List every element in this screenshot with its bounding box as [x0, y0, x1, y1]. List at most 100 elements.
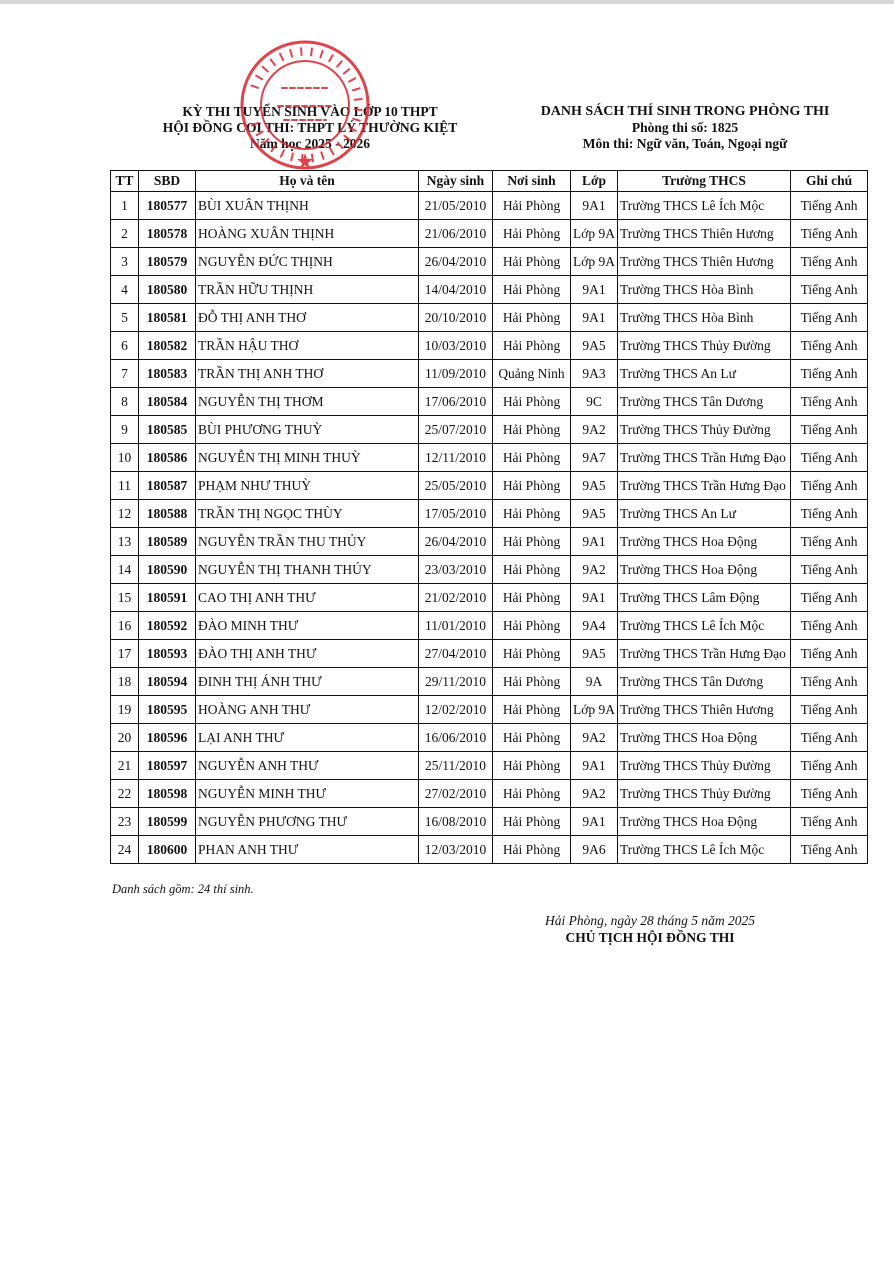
cell-note: Tiếng Anh	[790, 723, 869, 752]
cell-sbd: 180581	[138, 303, 196, 332]
cell-tt: 9	[110, 415, 139, 444]
cell-birth-place: Hải Phòng	[492, 807, 571, 836]
cell-school: Trường THCS Thủy Đường	[617, 331, 792, 360]
cell-school: Trường THCS Hoa Động	[617, 723, 792, 752]
cell-tt: 7	[110, 359, 139, 388]
table-row: 2 180578 HOÀNG XUÂN THỊNH 21/06/2010 Hải Phò…	[110, 219, 869, 248]
cell-sbd: 180597	[138, 751, 196, 780]
cell-class: 9A1	[569, 807, 619, 836]
cell-birth-place: Hải Phòng	[492, 499, 571, 528]
cell-birth-place: Hải Phòng	[492, 639, 571, 668]
cell-full-name: BÙI XUÂN THỊNH	[195, 191, 419, 220]
cell-sbd: 180596	[138, 723, 196, 752]
cell-note: Tiếng Anh	[790, 835, 869, 864]
cell-full-name: TRẦN HỮU THỊNH	[195, 275, 419, 304]
cell-tt: 20	[110, 723, 139, 752]
cell-birth-date: 17/05/2010	[418, 499, 493, 528]
cell-note: Tiếng Anh	[790, 639, 869, 668]
cell-school: Trường THCS An Lư	[617, 499, 792, 528]
table-row: 11 180587 PHẠM NHƯ THUỲ 25/05/2010 Hải Phòng…	[110, 471, 869, 500]
cell-tt: 2	[110, 219, 139, 248]
cell-class: 9A5	[569, 639, 619, 668]
cell-note: Tiếng Anh	[790, 443, 869, 472]
cell-birth-place: Hải Phòng	[492, 527, 571, 556]
table-row: 1 180577 BÙI XUÂN THỊNH 21/05/2010 Hải Phòng…	[110, 191, 869, 220]
cell-note: Tiếng Anh	[790, 275, 869, 304]
cell-note: Tiếng Anh	[790, 359, 869, 388]
cell-full-name: CAO THỊ ANH THƯ	[195, 583, 419, 612]
cell-birth-place: Hải Phòng	[492, 275, 571, 304]
cell-sbd: 180585	[138, 415, 196, 444]
cell-birth-place: Hải Phòng	[492, 415, 571, 444]
cell-sbd: 180593	[138, 639, 196, 668]
cell-birth-date: 16/08/2010	[418, 807, 493, 836]
cell-school: Trường THCS Lê Ích Mộc	[617, 611, 792, 640]
cell-class: 9A5	[569, 499, 619, 528]
cell-class: Lớp 9A	[569, 695, 619, 724]
cell-birth-place: Hải Phòng	[492, 723, 571, 752]
cell-birth-date: 10/03/2010	[418, 331, 493, 360]
cell-school: Trường THCS Lâm Động	[617, 583, 792, 612]
cell-school: Trường THCS Lê Ích Mộc	[617, 191, 792, 220]
cell-full-name: NGUYỄN THỊ MINH THUỲ	[195, 443, 419, 472]
cell-tt: 4	[110, 275, 139, 304]
cell-note: Tiếng Anh	[790, 555, 869, 584]
cell-tt: 6	[110, 331, 139, 360]
cell-tt: 14	[110, 555, 139, 584]
cell-class: 9A5	[569, 331, 619, 360]
cell-birth-date: 11/01/2010	[418, 611, 493, 640]
cell-sbd: 180582	[138, 331, 196, 360]
cell-full-name: NGUYỄN ĐỨC THỊNH	[195, 247, 419, 276]
cell-full-name: ĐÀO MINH THƯ	[195, 611, 419, 640]
cell-school: Trường THCS Hoa Động	[617, 527, 792, 556]
cell-note: Tiếng Anh	[790, 471, 869, 500]
cell-school: Trường THCS Thủy Đường	[617, 779, 792, 808]
cell-birth-place: Hải Phòng	[492, 695, 571, 724]
cell-birth-date: 12/11/2010	[418, 443, 493, 472]
column-header-school: Trường THCS	[617, 170, 792, 192]
table-row: 20 180596 LẠI ANH THƯ 16/06/2010 Hải Phòng 9A…	[110, 723, 869, 752]
table-row: 15 180591 CAO THỊ ANH THƯ 21/02/2010 Hải Phò…	[110, 583, 869, 612]
cell-class: 9A1	[569, 275, 619, 304]
table-row: 18 180594 ĐINH THỊ ÁNH THƯ 29/11/2010 Hải Ph…	[110, 667, 869, 696]
cell-tt: 10	[110, 443, 139, 472]
cell-class: 9A4	[569, 611, 619, 640]
cell-class: 9A7	[569, 443, 619, 472]
table-row: 19 180595 HOÀNG ANH THƯ 12/02/2010 Hải Phòng…	[110, 695, 869, 724]
cell-tt: 21	[110, 751, 139, 780]
cell-full-name: NGUYỄN THỊ THANH THÚY	[195, 555, 419, 584]
cell-birth-place: Hải Phòng	[492, 443, 571, 472]
cell-school: Trường THCS Tân Dương	[617, 387, 792, 416]
cell-sbd: 180577	[138, 191, 196, 220]
cell-birth-date: 14/04/2010	[418, 275, 493, 304]
candidate-count-note: Danh sách gồm: 24 thí sinh.	[112, 882, 254, 896]
cell-note: Tiếng Anh	[790, 303, 869, 332]
cell-birth-date: 17/06/2010	[418, 387, 493, 416]
cell-note: Tiếng Anh	[790, 387, 869, 416]
cell-class: 9A6	[569, 835, 619, 864]
cell-sbd: 180584	[138, 387, 196, 416]
cell-full-name: LẠI ANH THƯ	[195, 723, 419, 752]
exam-council: HỘI ĐỒNG COI THI: THPT LÝ THƯỜNG KIỆT	[162, 120, 458, 135]
cell-full-name: ĐINH THỊ ÁNH THƯ	[195, 667, 419, 696]
cell-class: 9C	[569, 387, 619, 416]
table-row: 9 180585 BÙI PHƯƠNG THUỲ 25/07/2010 Hải Phòn…	[110, 415, 869, 444]
room-number: Phòng thi số: 1825	[631, 120, 739, 135]
cell-birth-date: 29/11/2010	[418, 667, 493, 696]
cell-note: Tiếng Anh	[790, 527, 869, 556]
cell-full-name: TRẦN THỊ NGỌC THÙY	[195, 499, 419, 528]
cell-full-name: ĐÀO THỊ ANH THƯ	[195, 639, 419, 668]
cell-class: 9A1	[569, 751, 619, 780]
cell-sbd: 180583	[138, 359, 196, 388]
cell-school: Trường THCS Trần Hưng Đạo	[617, 443, 792, 472]
cell-birth-date: 21/02/2010	[418, 583, 493, 612]
cell-birth-place: Quảng Ninh	[492, 359, 571, 388]
cell-sbd: 180592	[138, 611, 196, 640]
cell-school: Trường THCS Hoa Động	[617, 555, 792, 584]
table-row: 5 180581 ĐỖ THỊ ANH THƠ 20/10/2010 Hải Phòng…	[110, 303, 869, 332]
cell-note: Tiếng Anh	[790, 807, 869, 836]
cell-class: 9A1	[569, 527, 619, 556]
school-year: Năm học 2025 - 2026	[250, 136, 370, 151]
cell-sbd: 180599	[138, 807, 196, 836]
table-row: 14 180590 NGUYỄN THỊ THANH THÚY 23/03/2010 H…	[110, 555, 869, 584]
